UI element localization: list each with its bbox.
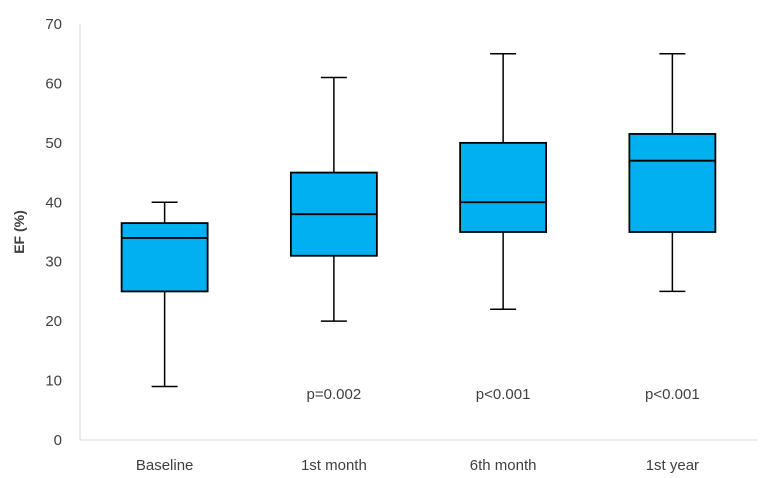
y-axis: 0 10 20 30 40 50 60 70 — [45, 16, 81, 449]
y-tick-label: 60 — [45, 75, 62, 92]
p-value-label: p<0.001 — [476, 386, 531, 403]
y-tick-label: 40 — [45, 194, 62, 211]
box-1st-month — [289, 76, 378, 322]
x-tick-label: 6th month — [470, 457, 537, 474]
iqr-box — [120, 222, 209, 293]
x-axis: Baseline 1st month 6th month 1st year — [80, 439, 757, 474]
y-tick-label: 30 — [45, 254, 62, 271]
iqr-box — [459, 141, 548, 233]
annotations: p=0.002 p<0.001 p<0.001 — [307, 386, 700, 403]
x-tick-label: 1st year — [646, 457, 699, 474]
box-baseline — [120, 201, 209, 388]
p-value-label: p=0.002 — [307, 386, 362, 403]
y-tick-label: 10 — [45, 373, 62, 390]
y-tick-label: 70 — [45, 16, 62, 33]
boxes — [120, 52, 717, 388]
y-axis-title: EF (%) — [11, 210, 27, 254]
y-tick-label: 50 — [45, 135, 62, 152]
iqr-box — [628, 133, 717, 233]
box-6th-month — [459, 52, 548, 311]
y-tick-label: 20 — [45, 313, 62, 330]
x-tick-label: 1st month — [301, 457, 367, 474]
box-1st-year — [628, 52, 717, 293]
x-tick-label: Baseline — [136, 457, 194, 474]
p-value-label: p<0.001 — [645, 386, 700, 403]
y-tick-label: 0 — [54, 432, 62, 449]
